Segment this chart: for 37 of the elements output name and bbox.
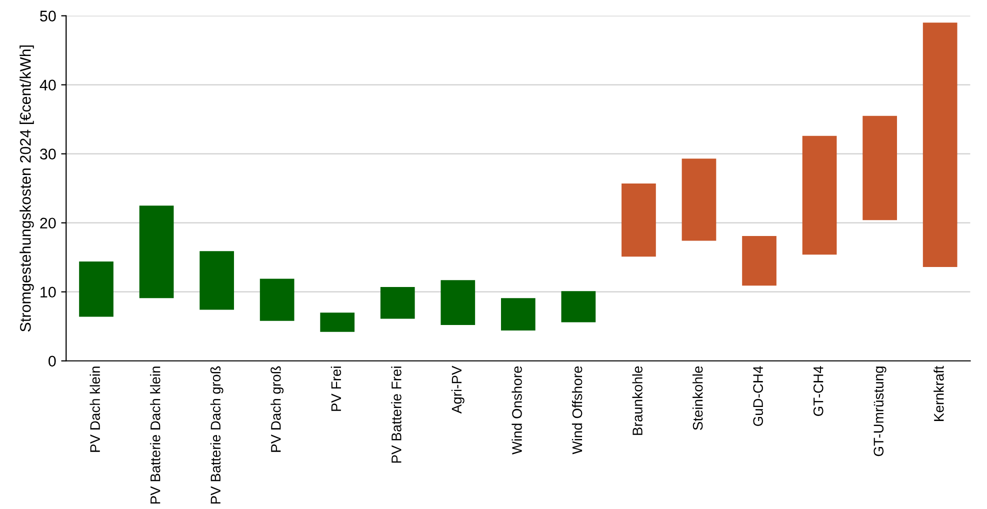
bar [320, 312, 355, 332]
x-tick-label: PV Dach klein [90, 366, 100, 452]
bar [200, 251, 234, 310]
bar [802, 136, 837, 255]
x-tick-label: PV Batterie Dach klein [150, 366, 160, 504]
x-tick-label: PV Dach groß [270, 366, 284, 452]
y-axis-title: Stromgestehungskosten 2024 [€cent/kWh] [20, 45, 34, 332]
bar [622, 184, 656, 257]
x-tick-label: Steinkohle [692, 366, 703, 430]
x-tick-label: Agri-PV [451, 366, 464, 414]
bar [922, 22, 958, 268]
bar [440, 280, 476, 325]
x-tick-label: Braunkohle [632, 366, 642, 435]
bar [79, 261, 114, 317]
bar [139, 206, 174, 298]
x-tick-label: PV Batterie Frei [391, 366, 402, 463]
x-tick-label: GT-Umrüstung [874, 366, 886, 456]
bar [862, 116, 897, 220]
bar [742, 236, 776, 286]
x-tick-label: GT-CH4 [813, 366, 824, 416]
x-tick-label: PV Frei [330, 366, 342, 411]
bar [682, 158, 716, 241]
bar [260, 278, 294, 321]
x-tick-label: Wind Onshore [512, 366, 522, 454]
x-tick-label: GuD-CH4 [753, 366, 763, 426]
bar [380, 287, 415, 319]
x-tick-label: PV Batterie Dach groß [210, 366, 224, 504]
y-tick-label: 40 [40, 80, 56, 90]
x-tick-label: Wind Offshore [572, 366, 582, 454]
y-tick-label: 0 [48, 356, 56, 367]
y-tick-label: 50 [40, 10, 56, 22]
y-tick-label: 30 [40, 148, 56, 160]
y-tick-label: 20 [40, 218, 56, 229]
bar [500, 298, 536, 331]
x-tick-label: Kernkraft [934, 366, 944, 421]
y-tick-label: 10 [40, 286, 56, 298]
bar [561, 291, 596, 322]
